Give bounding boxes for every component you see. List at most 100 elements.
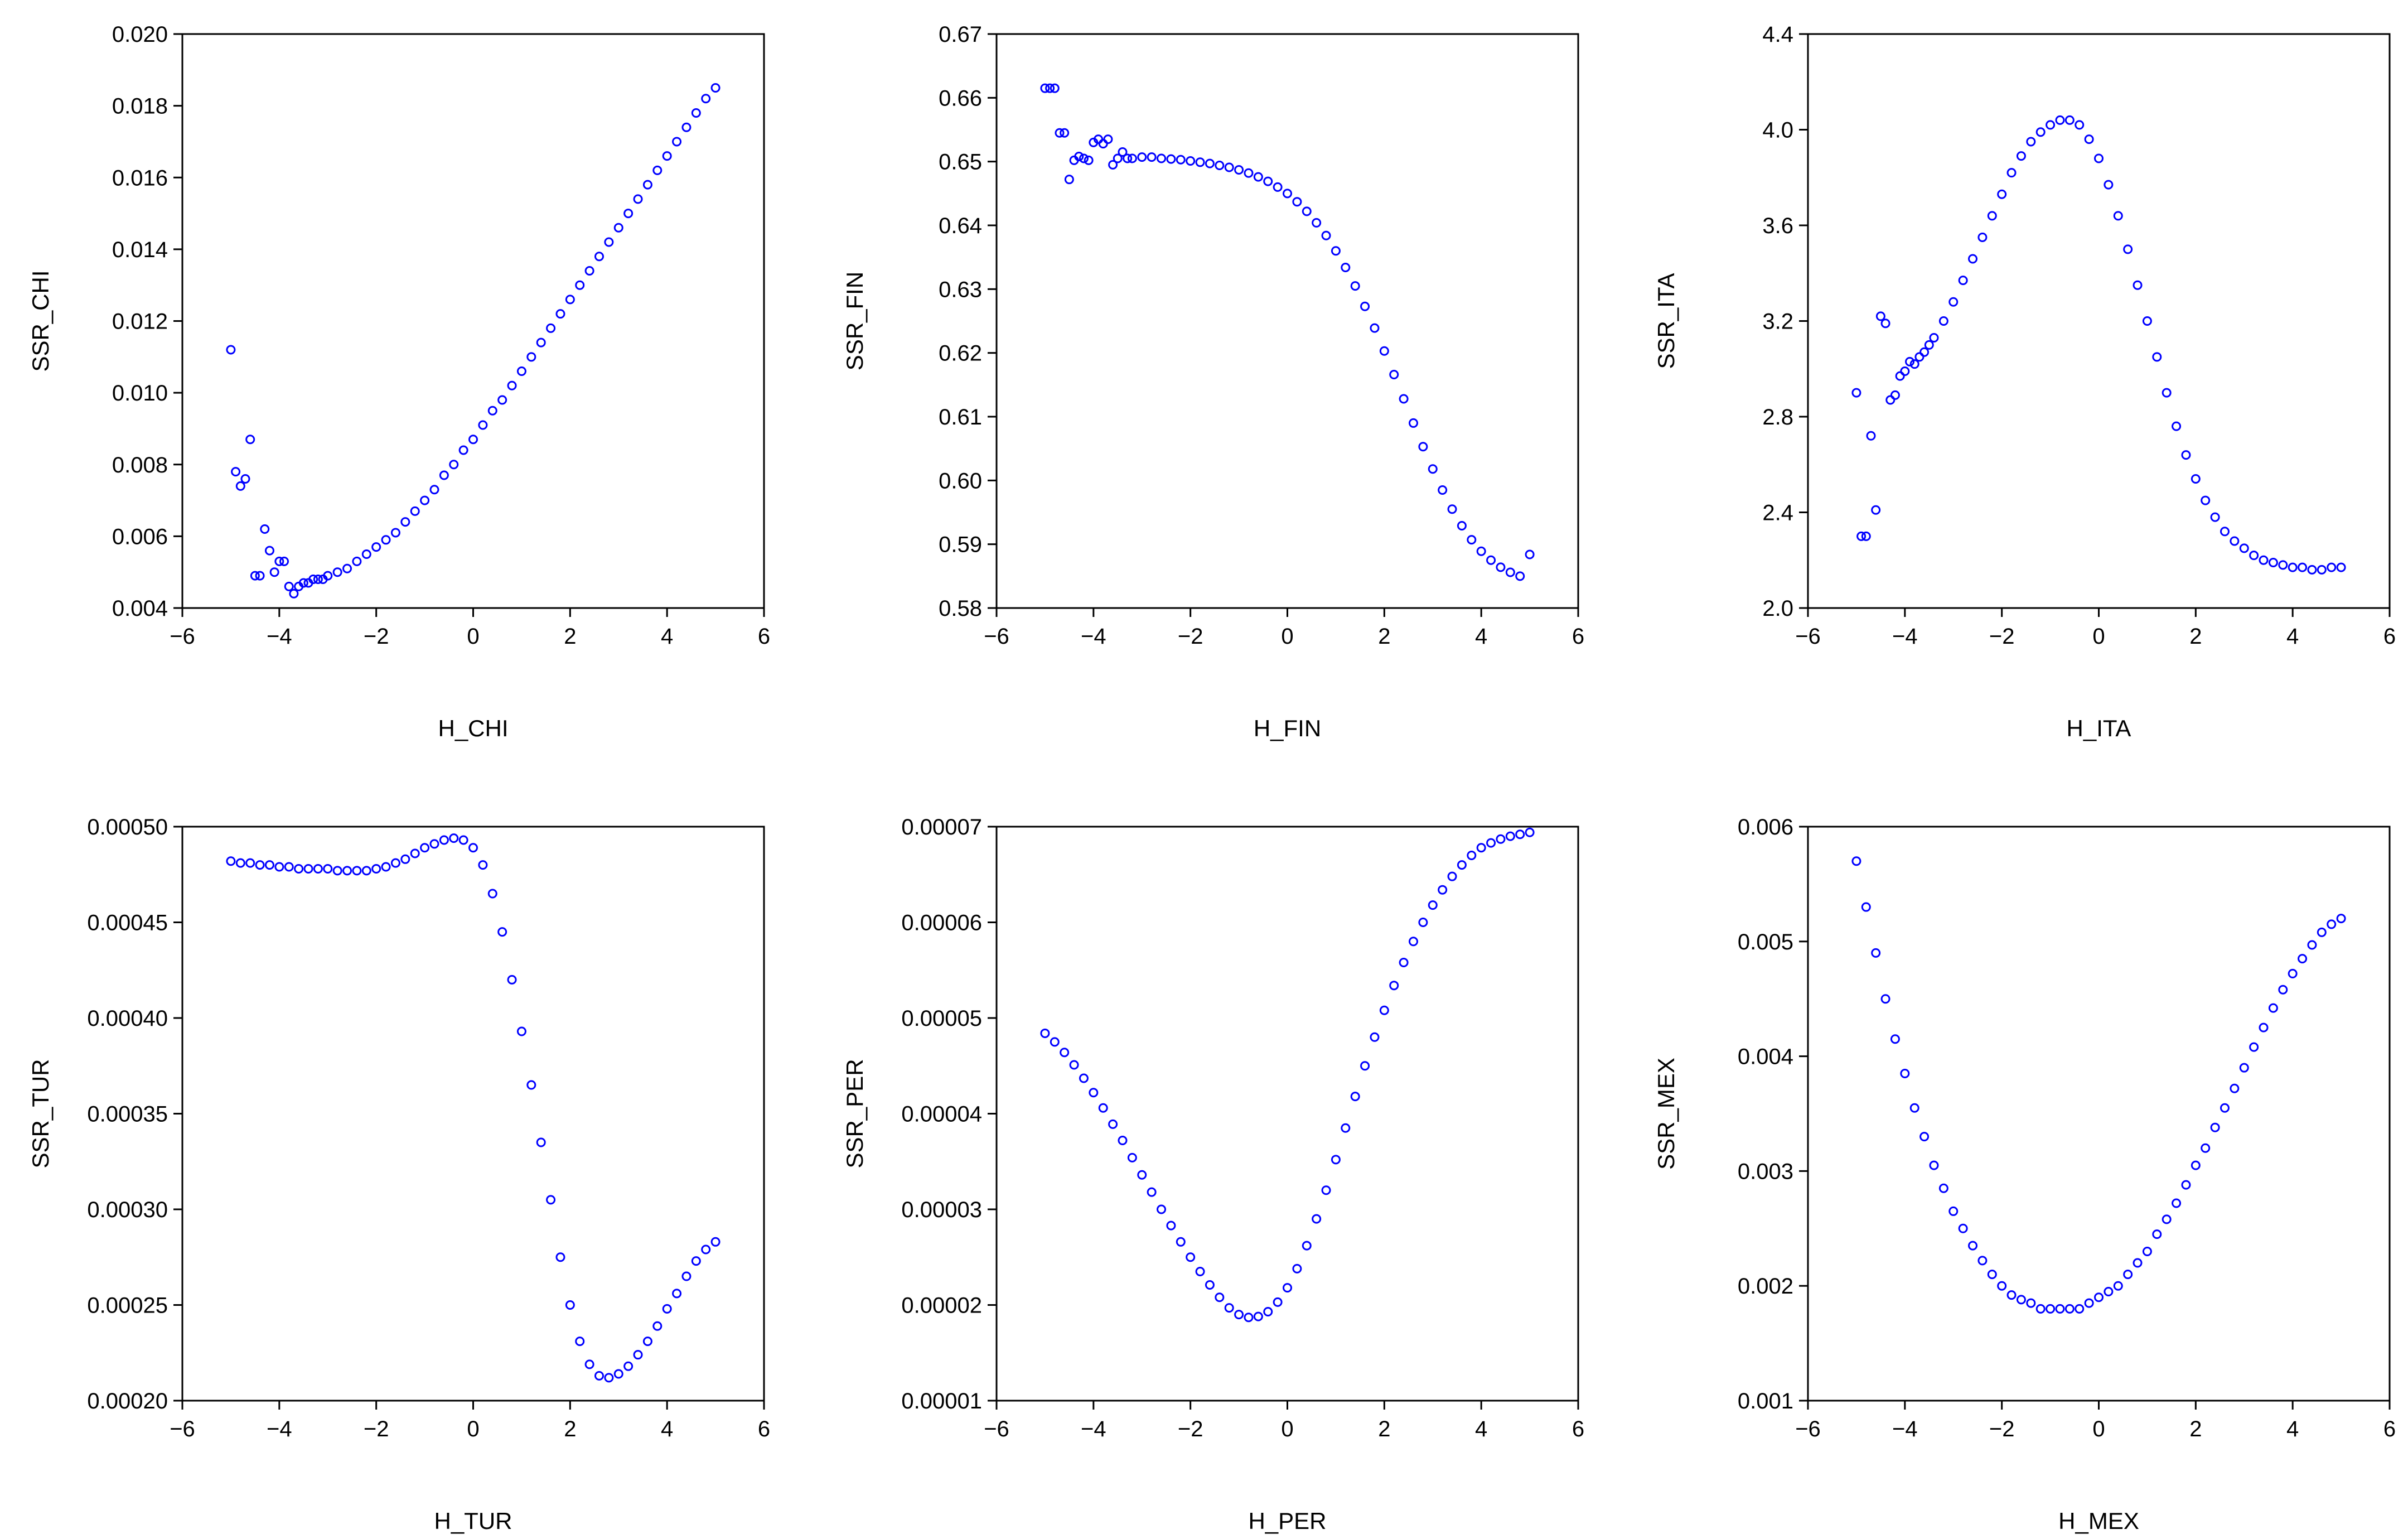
- data-point: [323, 863, 333, 874]
- data-point: [546, 1195, 556, 1205]
- data-point: [1486, 838, 1496, 848]
- data-point: [526, 352, 536, 362]
- data-point: [420, 843, 430, 853]
- data-point: [1885, 395, 1896, 405]
- data-point: [1195, 1266, 1205, 1276]
- data-point: [2016, 151, 2026, 161]
- data-point: [1515, 829, 1525, 840]
- data-point: [2152, 352, 2162, 362]
- data-point: [1127, 1152, 1137, 1162]
- data-point: [298, 578, 308, 588]
- data-point: [1505, 831, 1515, 841]
- data-point: [594, 1371, 604, 1381]
- data-point: [1987, 211, 1997, 221]
- data-point: [1900, 366, 1910, 377]
- data-point: [274, 556, 284, 566]
- y-tick-label: 0.00045: [87, 911, 168, 935]
- data-point: [429, 485, 439, 495]
- data-point: [1118, 1136, 1128, 1146]
- y-tick-label: 0.00030: [87, 1198, 168, 1222]
- data-point: [468, 435, 478, 445]
- data-point: [410, 506, 420, 516]
- x-axis-label: H_MEX: [2058, 1508, 2139, 1534]
- data-point: [2123, 1270, 2133, 1280]
- data-point: [1875, 311, 1885, 321]
- data-point: [1496, 562, 1506, 572]
- data-point: [260, 524, 270, 534]
- plot-frame: [1807, 33, 2391, 609]
- y-axis-label: SSR_ITA: [1653, 273, 1679, 369]
- chart-panel-h-fin: −6 −4 −2 0 2 4 6 0.58 0.59 0.60 0.61 0.62 0.63 0.64 0.…: [842, 22, 1584, 741]
- data-point: [410, 848, 420, 858]
- data-point: [2006, 1290, 2017, 1300]
- y-tick-label: 0.00006: [901, 911, 982, 935]
- data-point: [2288, 968, 2298, 978]
- data-point: [1215, 161, 1225, 171]
- data-point: [1871, 505, 1881, 515]
- data-point: [1389, 981, 1399, 991]
- data-point: [1486, 555, 1496, 565]
- data-point: [575, 280, 585, 290]
- plot-frame: [995, 826, 1579, 1402]
- x-tick-label: 2: [1378, 624, 1390, 649]
- data-point: [1137, 1170, 1147, 1180]
- data-point: [308, 575, 318, 585]
- y-tick-label: 3.6: [1762, 214, 1793, 238]
- data-point: [681, 122, 692, 132]
- data-point: [1263, 176, 1273, 186]
- data-point: [565, 295, 575, 305]
- x-tick-label: 4: [2286, 1417, 2299, 1441]
- data-point: [2327, 562, 2337, 572]
- data-point: [1176, 155, 1186, 165]
- data-point: [1040, 1028, 1050, 1038]
- y-axis-label: SSR_CHI: [27, 270, 54, 372]
- data-point: [1273, 1297, 1283, 1307]
- data-point: [1890, 1034, 1900, 1044]
- data-point: [1350, 281, 1360, 291]
- x-tick-label: 6: [2383, 1417, 2396, 1441]
- x-tick-label: −6: [984, 624, 1009, 649]
- data-point: [352, 556, 362, 566]
- data-point: [250, 571, 260, 581]
- data-point: [1127, 153, 1137, 163]
- data-point: [2191, 1160, 2201, 1170]
- data-point: [1467, 535, 1477, 545]
- data-point: [1505, 567, 1515, 577]
- data-point: [2094, 1292, 2104, 1302]
- data-point: [294, 863, 304, 874]
- data-point: [332, 866, 342, 876]
- x-tick-label: −4: [1892, 1417, 1918, 1441]
- data-point: [642, 1337, 652, 1347]
- data-point: [1321, 230, 1331, 240]
- y-tick-label: 0.002: [1738, 1274, 1793, 1299]
- data-point: [1866, 431, 1876, 441]
- data-point: [2133, 1258, 2143, 1268]
- data-point: [1283, 189, 1292, 199]
- y-axis-label: SSR_FIN: [842, 272, 868, 370]
- data-point: [1447, 504, 1457, 514]
- data-point: [516, 1026, 526, 1036]
- data-point: [1273, 182, 1283, 192]
- data-point: [1205, 158, 1215, 168]
- x-tick-label: 0: [467, 1417, 479, 1441]
- data-point: [458, 835, 468, 845]
- y-axis-label: SSR_MEX: [1653, 1058, 1679, 1170]
- y-tick-label: 0.020: [112, 22, 168, 47]
- data-point: [1457, 521, 1467, 531]
- data-point: [1370, 1032, 1380, 1042]
- x-tick-label: −4: [1081, 1417, 1106, 1441]
- data-point: [2298, 954, 2308, 964]
- data-point: [1968, 1241, 1978, 1251]
- data-point: [1919, 1132, 1930, 1142]
- y-tick-label: 0.64: [939, 214, 982, 238]
- data-point: [1195, 157, 1205, 167]
- x-tick-label: 0: [2092, 1417, 2105, 1441]
- data-point: [1428, 900, 1438, 910]
- data-point: [2220, 1103, 2230, 1113]
- x-tick-label: −4: [1892, 624, 1918, 649]
- data-point: [226, 856, 236, 866]
- data-point: [2307, 940, 2317, 950]
- data-point: [536, 337, 546, 348]
- data-point: [449, 460, 459, 470]
- y-tick-label: 0.004: [1738, 1045, 1793, 1069]
